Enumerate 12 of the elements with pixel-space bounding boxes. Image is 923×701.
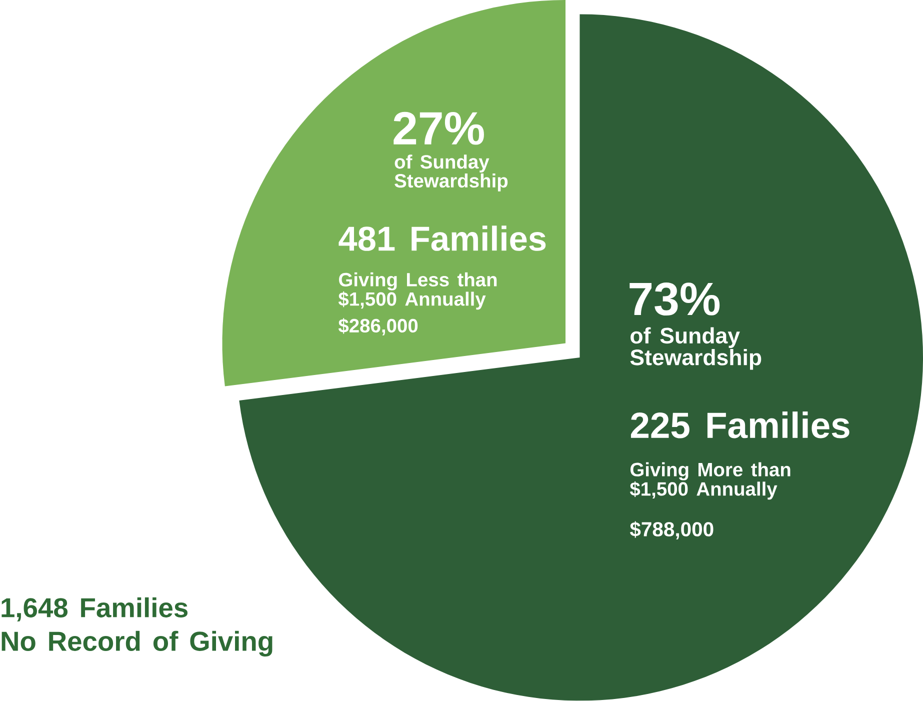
text: No Record of Giving [2,631,272,657]
slice-label: Giving More than $1,500 Annually [630,462,790,500]
text: 225 Families [630,412,850,438]
text: of Sunday Stewardship [630,327,762,370]
text: 1,648 Families [2,597,188,622]
slice-label: Giving Less than $1,500 Annually [338,272,497,310]
text: of Sunday Stewardship [394,154,508,192]
text: $788,000 [630,521,714,540]
text: 481 Families [338,226,546,252]
data-label: 73% [630,282,720,316]
data-label: 27% [394,112,484,145]
text: $286,000 [338,318,418,336]
